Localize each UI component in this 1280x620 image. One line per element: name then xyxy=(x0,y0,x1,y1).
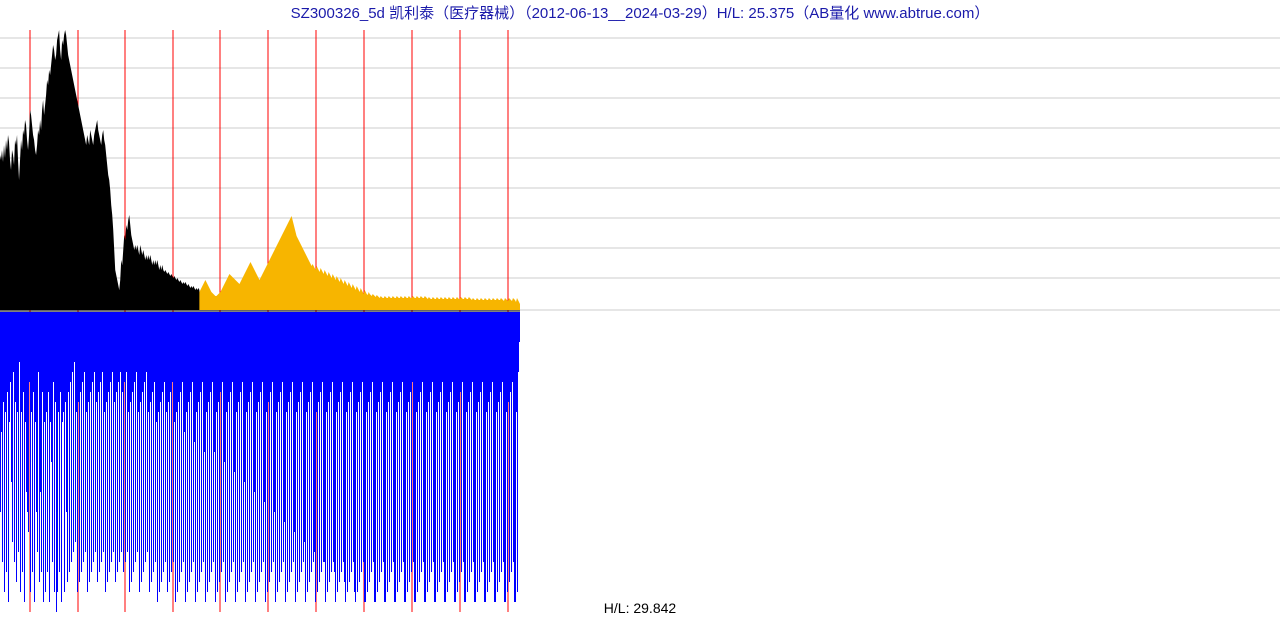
bottom-hl-label: H/L: 29.842 xyxy=(0,600,1280,616)
chart-title: SZ300326_5d 凯利泰（医疗器械）（2012-06-13__2024-0… xyxy=(0,2,1280,23)
stock-chart xyxy=(0,0,1280,620)
